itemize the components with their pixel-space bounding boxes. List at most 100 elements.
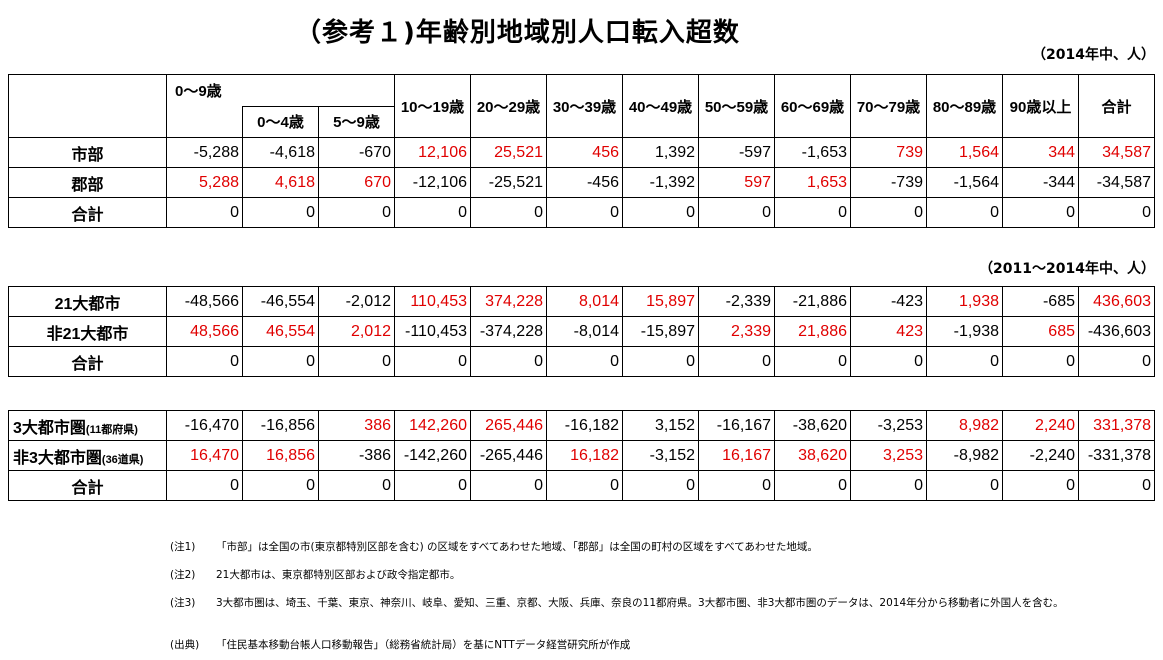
data-cell: -331,378 [1078,440,1155,471]
data-cell: 0 [318,346,395,377]
data-cell: 0 [394,346,471,377]
data-cell: 0 [926,470,1003,501]
data-cell: -21,886 [774,286,851,317]
data-cell: 34,587 [1078,137,1155,168]
data-cell: 374,228 [470,286,547,317]
data-cell: 0 [774,470,851,501]
data-cell: 16,182 [546,440,623,471]
data-cell: 2,240 [1002,410,1079,441]
data-cell: 0 [242,346,319,377]
data-cell: 8,014 [546,286,623,317]
row-label: 合計 [8,470,167,501]
table-row: 合計 0 0 0 0 0 0 0 0 0 0 0 0 0 [8,346,1155,377]
data-cell: -110,453 [394,316,471,347]
data-cell: 1,564 [926,137,1003,168]
data-cell: -142,260 [394,440,471,471]
data-cell: 0 [622,197,699,228]
data-cell: 0 [242,197,319,228]
header-age-90-plus: 90歳以上 [1002,74,1079,138]
data-cell: -34,587 [1078,167,1155,198]
data-cell: 0 [166,346,243,377]
data-cell: 0 [318,470,395,501]
row-label-text: 市部 [71,146,104,164]
data-cell: -2,240 [1002,440,1079,471]
note-tag: (注2) [170,569,196,581]
header-age-0-9: 0～9歳 [166,74,395,106]
data-cell: 0 [1002,197,1079,228]
data-cell: -1,392 [622,167,699,198]
row-label: 非21大都市 [8,316,167,347]
note-1: (注1) 「市部」は全国の市(東京都特別区部を含む) の区域をすべてあわせた地域、… [170,540,1163,554]
header-age-80-89: 80～89歳 [926,74,1003,138]
data-cell: 0 [926,346,1003,377]
row-label-text: 合計 [71,355,104,373]
data-cell: 0 [774,197,851,228]
table-row: 市部 -5,288 -4,618 -670 12,106 25,521 456 1,392 -5… [8,137,1155,168]
row-label: 非3大都市圏(36道県) [8,440,167,471]
data-cell: -25,521 [470,167,547,198]
data-cell: 0 [318,197,395,228]
note-text: 「市部」は全国の市(東京都特別区部を含む) の区域をすべてあわせた地域、「郡部」… [216,541,818,553]
data-cell: 0 [622,470,699,501]
data-cell: -1,653 [774,137,851,168]
data-cell: -2,339 [698,286,775,317]
data-cell: 0 [698,470,775,501]
header-age-60-69: 60～69歳 [774,74,851,138]
row-label-text: 非3大都市圏 [13,449,102,467]
data-cell: 48,566 [166,316,243,347]
note-text: 3大都市圏は、埼玉、千葉、東京、神奈川、岐阜、愛知、三重、京都、大阪、兵庫、奈良… [216,597,1064,609]
row-label-text: 合計 [71,206,104,224]
data-cell: 3,253 [850,440,927,471]
row-label-text: 3大都市圏 [13,419,86,437]
note-3: (注3) 3大都市圏は、埼玉、千葉、東京、神奈川、岐阜、愛知、三重、京都、大阪、兵… [170,596,1163,610]
data-cell: -456 [546,167,623,198]
header-sub-blank [166,106,243,138]
data-cell: 2,012 [318,316,395,347]
row-label-sub: (36道県) [101,453,144,466]
data-cell: -16,470 [166,410,243,441]
data-cell: 12,106 [394,137,471,168]
data-cell: -48,566 [166,286,243,317]
data-cell: -436,603 [1078,316,1155,347]
data-cell: 142,260 [394,410,471,441]
data-cell: 15,897 [622,286,699,317]
data-cell: 110,453 [394,286,471,317]
unit-label-2011-2014: （2011～2014年中、人） [979,261,1155,277]
data-cell: -38,620 [774,410,851,441]
data-cell: -597 [698,137,775,168]
data-cell: 46,554 [242,316,319,347]
table-row: 合計 0 0 0 0 0 0 0 0 0 0 0 0 0 [8,197,1155,228]
row-label: 郡部 [8,167,167,198]
row-label-text: 非21大都市 [46,325,129,343]
data-cell: 0 [546,197,623,228]
note-tag: (注1) [170,541,196,553]
data-cell: -670 [318,137,395,168]
data-cell: 386 [318,410,395,441]
source-note: (出典) 「住民基本移動台帳人口移動報告」（総務省統計局）を基にNTTデータ経営研… [170,638,1163,652]
data-cell: -2,012 [318,286,395,317]
header-total: 合計 [1078,74,1155,138]
unit-label-2014: （2014年中、人） [1032,47,1155,63]
table-row: 非21大都市 48,566 46,554 2,012 -110,453 -374,228-… [8,316,1155,347]
data-cell: 597 [698,167,775,198]
row-label-text: 郡部 [71,176,104,194]
data-cell: -8,982 [926,440,1003,471]
table-city-county: 0～9歳 10～19歳 20～29歳 30～39歳 40～49歳 50～59歳 … [8,74,1155,228]
row-label: 市部 [8,137,167,168]
data-cell: 0 [470,470,547,501]
data-cell: 0 [1002,346,1079,377]
row-label-text: 21大都市 [54,295,121,313]
data-cell: 0 [622,346,699,377]
data-cell: 265,446 [470,410,547,441]
data-cell: -15,897 [622,316,699,347]
data-cell: -46,554 [242,286,319,317]
row-label: 3大都市圏(11都府県) [8,410,167,441]
data-cell: 0 [166,197,243,228]
data-cell: 1,653 [774,167,851,198]
data-cell: -265,446 [470,440,547,471]
table-row: 合計 0 0 0 0 0 0 0 0 0 0 0 0 0 [8,470,1155,501]
note-text: 21大都市は、東京都特別区部および政令指定都市。 [216,569,461,581]
data-cell: -1,564 [926,167,1003,198]
data-cell: 436,603 [1078,286,1155,317]
data-cell: 0 [546,470,623,501]
